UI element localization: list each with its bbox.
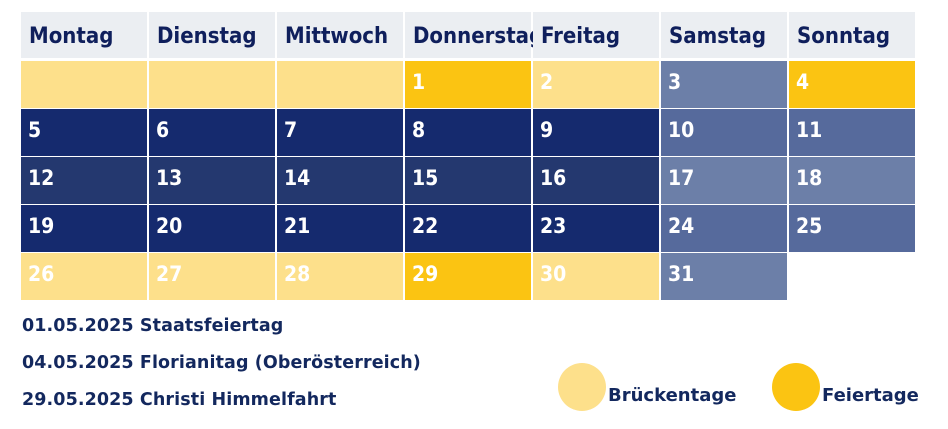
day-header: Donnerstag <box>405 12 543 58</box>
calendar-day: 23 <box>533 205 659 252</box>
calendar-day: 11 <box>789 109 915 156</box>
calendar-day: 4 <box>789 61 915 108</box>
calendar-day-empty <box>277 61 403 108</box>
day-header: Freitag <box>533 12 659 58</box>
calendar-day: 19 <box>21 205 147 252</box>
holiday-note: 29.05.2025 Christi Himmelfahrt <box>22 390 337 410</box>
calendar-day: 8 <box>405 109 531 156</box>
calendar-day: 3 <box>661 61 787 108</box>
calendar-day: 10 <box>661 109 787 156</box>
bridge-day-label: Brückentage <box>608 385 737 406</box>
calendar-day: 20 <box>149 205 275 252</box>
calendar-day: 21 <box>277 205 403 252</box>
calendar-day: 16 <box>533 157 659 204</box>
calendar-day: 1 <box>405 61 531 108</box>
holiday-note: 04.05.2025 Florianitag (Oberösterreich) <box>22 353 421 373</box>
calendar-day: 26 <box>21 253 147 300</box>
calendar-day: 15 <box>405 157 531 204</box>
calendar-day: 28 <box>277 253 403 300</box>
calendar-day: 17 <box>661 157 787 204</box>
day-header: Sonntag <box>789 12 915 58</box>
calendar-day: 22 <box>405 205 531 252</box>
holiday-swatch <box>772 363 820 411</box>
day-header: Samstag <box>661 12 787 58</box>
bridge-day-swatch <box>558 363 606 411</box>
day-header: Montag <box>21 12 147 58</box>
calendar-day: 9 <box>533 109 659 156</box>
calendar-day: 13 <box>149 157 275 204</box>
holiday-label: Feiertage <box>822 385 919 406</box>
calendar-day: 30 <box>533 253 659 300</box>
calendar-day: 7 <box>277 109 403 156</box>
calendar-day: 31 <box>661 253 787 300</box>
calendar-day: 2 <box>533 61 659 108</box>
holiday-note: 01.05.2025 Staatsfeiertag <box>22 316 284 336</box>
day-header: Mittwoch <box>277 12 403 58</box>
calendar-day-empty <box>149 61 275 108</box>
day-header: Dienstag <box>149 12 275 58</box>
calendar-day: 25 <box>789 205 915 252</box>
calendar-day: 18 <box>789 157 915 204</box>
calendar-day: 5 <box>21 109 147 156</box>
calendar-day: 6 <box>149 109 275 156</box>
calendar-day-empty <box>21 61 147 108</box>
calendar-day: 14 <box>277 157 403 204</box>
calendar-day: 24 <box>661 205 787 252</box>
calendar-day: 29 <box>405 253 531 300</box>
calendar-day: 27 <box>149 253 275 300</box>
calendar-day: 12 <box>21 157 147 204</box>
